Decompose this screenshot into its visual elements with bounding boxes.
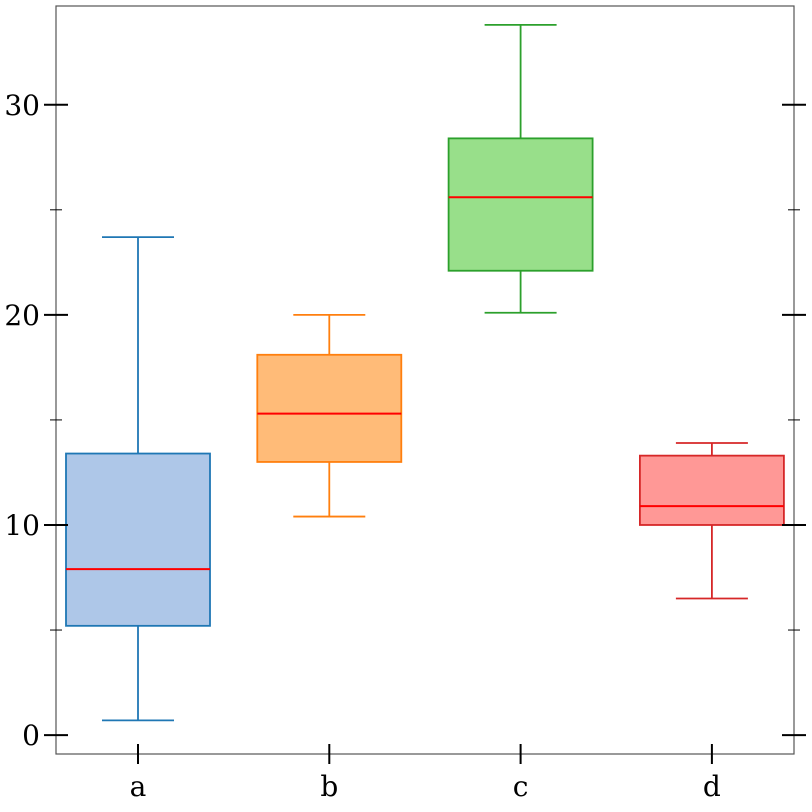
- x-tick-label: a: [130, 770, 147, 803]
- boxes-layer: [65, 24, 785, 722]
- x-axis: a b c d: [130, 744, 721, 803]
- box-body-d: [639, 454, 785, 526]
- x-tick-label: c: [513, 770, 529, 803]
- box-body-c: [447, 137, 594, 272]
- y-axis: 0 10 20 30: [4, 89, 806, 752]
- x-tick-label: b: [320, 770, 338, 803]
- x-tick-label: d: [703, 770, 721, 803]
- plot-frame: [55, 5, 795, 755]
- box-body-b: [256, 353, 403, 463]
- y-tick-label: 0: [22, 719, 40, 752]
- box-d: [639, 442, 785, 600]
- box-body-a: [65, 452, 211, 627]
- y-tick-label: 10: [4, 509, 40, 542]
- box-a: [65, 236, 211, 722]
- y-tick-label: 20: [4, 299, 40, 332]
- y-tick-label: 30: [4, 89, 40, 122]
- box-c: [447, 24, 594, 314]
- box-b: [256, 313, 403, 518]
